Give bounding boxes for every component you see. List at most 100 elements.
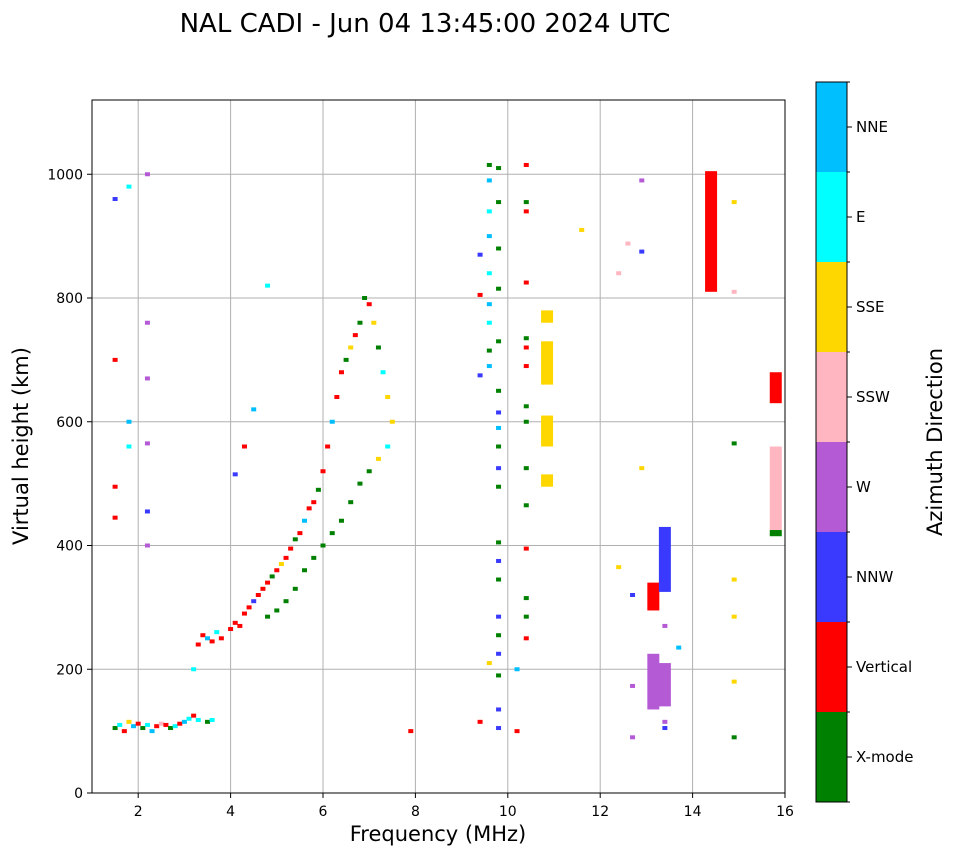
echo-column xyxy=(705,171,718,292)
echo-point xyxy=(338,518,344,523)
echo-column xyxy=(541,474,554,487)
colorbar-segment xyxy=(816,262,847,352)
echo-point xyxy=(389,419,395,424)
echo-point xyxy=(348,500,354,505)
echo-point xyxy=(662,623,668,628)
echo-point xyxy=(265,283,271,288)
echo-point xyxy=(366,469,372,474)
echo-point xyxy=(228,627,234,632)
echo-column xyxy=(647,582,660,611)
echo-point xyxy=(112,515,118,520)
colorbar-label: E xyxy=(856,208,865,226)
echo-point xyxy=(662,719,668,724)
echo-point xyxy=(191,713,197,718)
x-tick-label: 6 xyxy=(319,804,328,820)
x-tick-label: 14 xyxy=(684,804,702,820)
echo-point xyxy=(486,364,492,369)
echo-point xyxy=(625,241,631,246)
echo-point xyxy=(265,580,271,585)
x-tick-label: 12 xyxy=(591,804,609,820)
echo-point xyxy=(477,252,483,257)
colorbar-label: Vertical xyxy=(856,658,912,676)
echo-point xyxy=(408,729,414,734)
echo-point xyxy=(126,419,132,424)
echo-point xyxy=(126,184,132,189)
echo-point xyxy=(523,209,529,214)
echo-point xyxy=(496,286,502,291)
echo-point xyxy=(496,577,502,582)
x-axis-label: Frequency (MHz) xyxy=(350,822,526,846)
colorbar-segment xyxy=(816,622,847,712)
data-marks xyxy=(112,162,782,740)
echo-point xyxy=(292,537,298,542)
echo-point xyxy=(144,509,150,514)
echo-point xyxy=(676,645,682,650)
x-tick-label: 4 xyxy=(226,804,235,820)
y-tick-label: 800 xyxy=(56,291,83,307)
y-axis-ticks: 0 200 400 600 800 1000 xyxy=(47,167,92,802)
echo-column xyxy=(541,341,554,385)
echo-point xyxy=(311,555,317,560)
echo-point xyxy=(320,543,326,548)
echo-point xyxy=(357,481,363,486)
x-tick-label: 10 xyxy=(499,804,517,820)
echo-column xyxy=(541,415,554,447)
echo-point xyxy=(121,729,127,734)
echo-point xyxy=(306,506,312,511)
echo-point xyxy=(496,540,502,545)
echo-point xyxy=(523,419,529,424)
y-tick-label: 0 xyxy=(74,786,83,802)
echo-point xyxy=(477,292,483,297)
echo-point xyxy=(191,667,197,672)
echo-point xyxy=(154,724,160,729)
echo-point xyxy=(126,719,132,724)
echo-point xyxy=(163,722,169,727)
colorbar-segment xyxy=(816,712,847,802)
echo-point xyxy=(496,339,502,344)
echo-point xyxy=(251,407,257,412)
echo-point xyxy=(265,614,271,619)
echo-point xyxy=(523,596,529,601)
echo-point xyxy=(496,558,502,563)
echo-point xyxy=(186,716,192,721)
echo-point xyxy=(232,472,238,477)
colorbar-title: Azimuth Direction xyxy=(923,348,947,536)
y-tick-label: 1000 xyxy=(47,167,83,183)
y-axis-label: Virtual height (km) xyxy=(9,347,33,545)
echo-point xyxy=(523,503,529,508)
echo-point xyxy=(149,729,155,734)
grid-lines xyxy=(92,100,785,793)
echo-point xyxy=(140,726,146,731)
echo-point xyxy=(477,719,483,724)
echo-point xyxy=(477,373,483,378)
echo-point xyxy=(496,614,502,619)
echo-point xyxy=(131,724,137,729)
echo-point xyxy=(486,234,492,239)
echo-point xyxy=(523,546,529,551)
echo-point xyxy=(731,614,737,619)
echo-point xyxy=(496,388,502,393)
echo-point xyxy=(329,531,335,536)
echo-point xyxy=(523,336,529,341)
echo-point xyxy=(616,271,622,276)
echo-point xyxy=(209,639,215,644)
echo-point xyxy=(348,345,354,350)
echo-point xyxy=(486,271,492,276)
echo-point xyxy=(731,441,737,446)
y-tick-label: 200 xyxy=(56,662,83,678)
echo-point xyxy=(144,172,150,177)
chart-title: NAL CADI - Jun 04 13:45:00 2024 UTC xyxy=(180,9,671,39)
echo-point xyxy=(514,729,520,734)
echo-point xyxy=(523,614,529,619)
echo-point xyxy=(496,484,502,489)
echo-point xyxy=(205,719,210,724)
echo-point xyxy=(283,599,289,604)
echo-point xyxy=(630,683,636,688)
echo-point xyxy=(246,605,252,610)
echo-point xyxy=(232,620,238,625)
echo-column xyxy=(541,310,554,323)
echo-point xyxy=(731,200,737,205)
echo-point xyxy=(200,633,206,638)
echo-point xyxy=(214,630,220,635)
